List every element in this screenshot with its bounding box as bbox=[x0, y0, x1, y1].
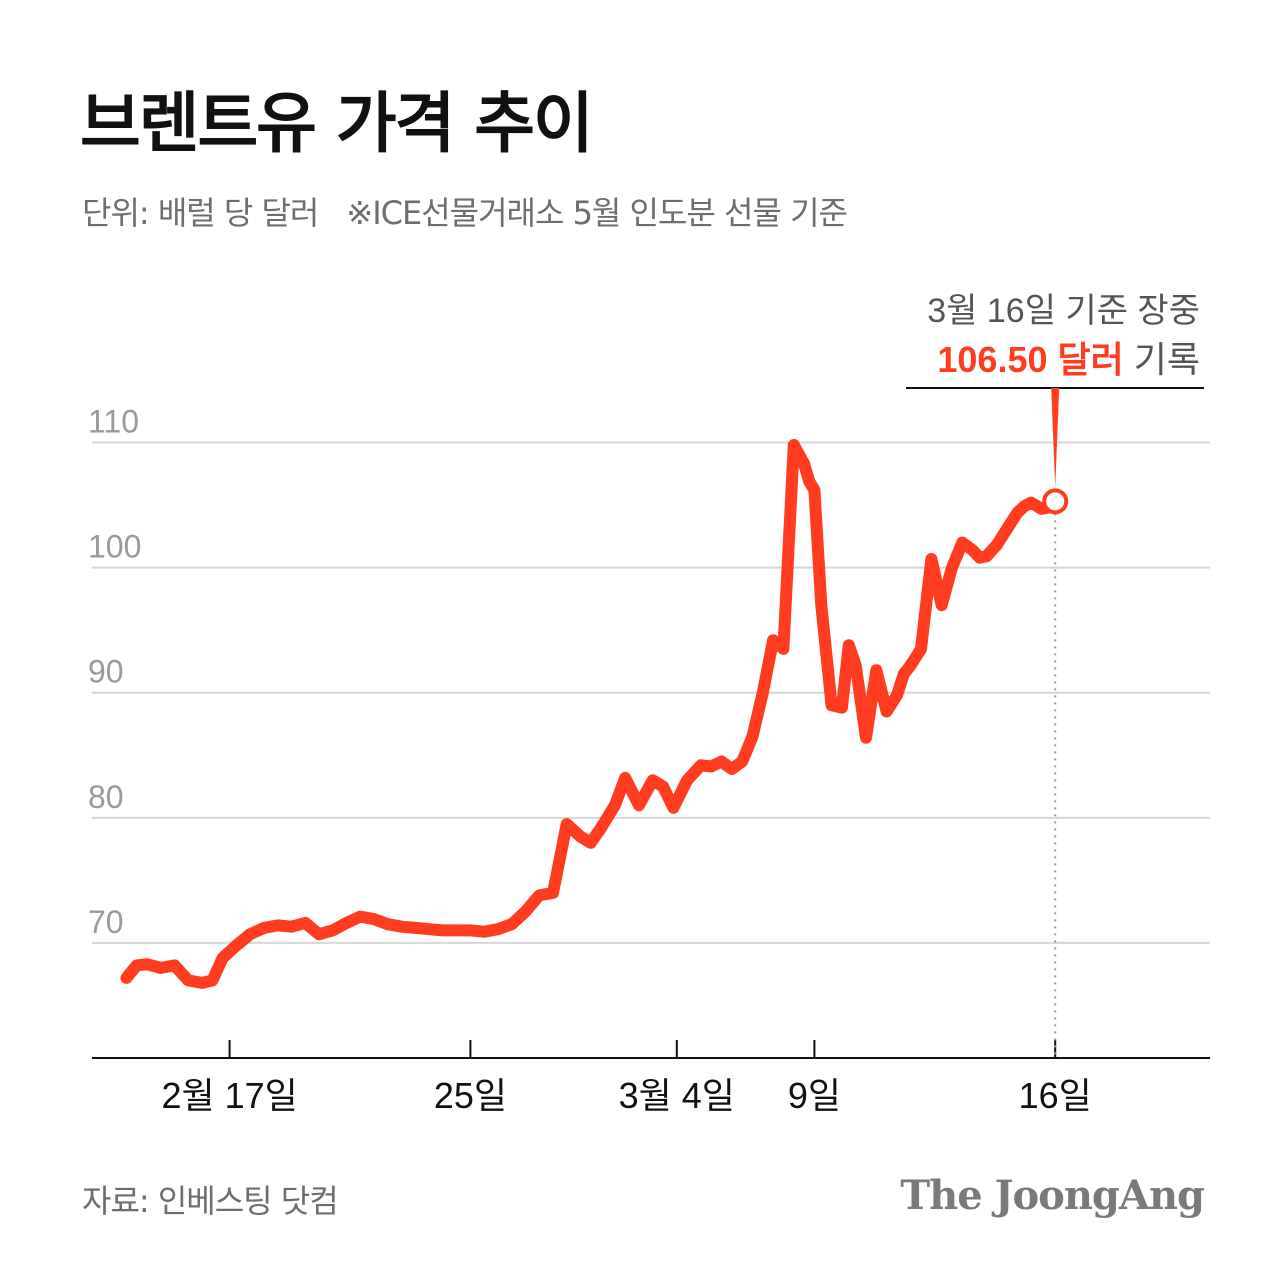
y-tick-label: 80 bbox=[88, 779, 124, 815]
chart-subtitle: 단위: 배럴 당 달러 ※ICE선물거래소 5월 인도분 선물 기준 bbox=[82, 188, 848, 234]
y-tick-label: 100 bbox=[88, 529, 141, 565]
callout-value: 106.50 달러 bbox=[937, 339, 1123, 380]
callout-line2: 106.50 달러 기록 bbox=[937, 339, 1200, 380]
x-axis-ticks bbox=[228, 1040, 1057, 1058]
callout-suffix: 기록 bbox=[1124, 339, 1200, 380]
brand-logo: The JoongAng bbox=[900, 1172, 1205, 1219]
y-tick-label: 70 bbox=[88, 904, 124, 940]
x-tick-label: 16일 bbox=[1019, 1075, 1092, 1116]
y-tick-label: 90 bbox=[88, 654, 124, 690]
x-tick-label: 25일 bbox=[434, 1075, 507, 1116]
callout-pointer bbox=[1051, 388, 1060, 488]
data-source: 자료: 인베스팅 닷컴 bbox=[82, 1182, 339, 1220]
source-note: ※ICE선물거래소 5월 인도분 선물 기준 bbox=[346, 194, 848, 232]
x-tick-label: 9일 bbox=[788, 1075, 841, 1116]
x-tick-label: 2월 17일 bbox=[161, 1075, 297, 1116]
series-group bbox=[120, 439, 1062, 989]
x-tick-label: 3월 4일 bbox=[619, 1075, 735, 1116]
gridlines bbox=[92, 441, 1210, 944]
chart-title: 브렌트유 가격 추이 bbox=[80, 85, 594, 162]
x-axis-labels: 2월 17일 25일 3월 4일 9일 16일 bbox=[161, 1075, 1091, 1116]
y-tick-label: 110 bbox=[88, 404, 139, 440]
unit-label: 단위: 배럴 당 달러 bbox=[82, 194, 319, 232]
latest-point bbox=[1042, 488, 1069, 515]
callout-line1: 3월 16일 기준 장중 bbox=[927, 292, 1200, 330]
y-axis-labels: 70 80 90 100 110 bbox=[88, 404, 141, 940]
series-line bbox=[120, 439, 1062, 989]
